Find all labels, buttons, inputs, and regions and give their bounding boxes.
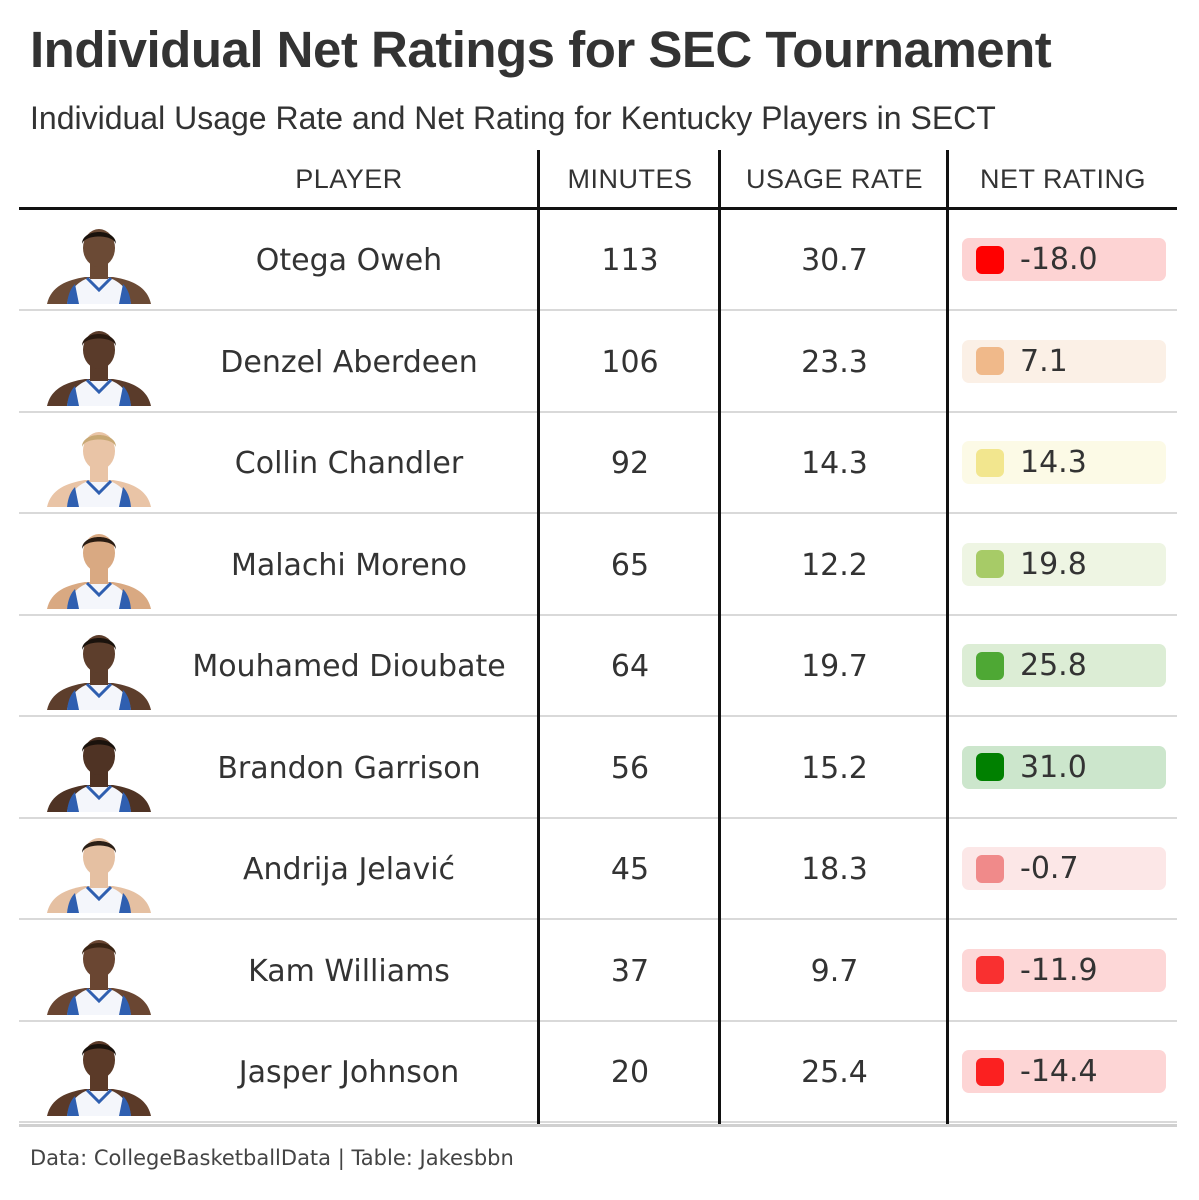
minutes-value: 113 [601,243,659,278]
player-name: Malachi Moreno [230,547,468,583]
net-rating-pill: -14.4 [962,1050,1166,1093]
player-headshot [47,432,151,507]
net-rating-pill: 14.3 [962,441,1166,484]
column-divider [946,150,949,1127]
player-headshot [47,939,151,1015]
net-rating-swatch [976,347,1004,375]
column-header-minutes: MINUTES [567,163,693,194]
net-rating-pill: 31.0 [962,745,1166,789]
chart-subtitle: Individual Usage Rate and Net Rating for… [30,100,996,136]
minutes-value: 92 [610,446,650,481]
net-rating-swatch [976,1057,1004,1086]
net-rating-value: 19.8 [1020,546,1087,582]
net-rating-value: 14.3 [1020,445,1087,480]
usage-rate-value: 12.2 [801,547,868,583]
minutes-value: 106 [601,344,659,380]
player-headshot [47,330,151,406]
table-row: Malachi Moreno 65 12.2 19.8 [19,515,1177,616]
player-name: Collin Chandler [234,446,464,481]
player-headshot [47,736,151,812]
net-rating-value: 31.0 [1020,749,1087,785]
net-rating-value: -18.0 [1020,242,1098,277]
table-row: Mouhamed Dioubate 64 19.7 25.8 [19,616,1177,717]
minutes-value: 64 [610,649,650,684]
table-row: Kam Williams 37 9.7 -11.9 [19,921,1177,1022]
source-note: Data: CollegeBasketballData | Table: Jak… [30,1146,514,1170]
net-rating-swatch [976,448,1004,477]
minutes-value: 20 [610,1055,650,1090]
column-header-net-rating: NET RATING [979,163,1146,194]
net-rating-swatch [976,651,1004,680]
header-divider [19,207,1177,210]
player-name: Brandon Garrison [217,750,481,786]
usage-rate-value: 23.3 [801,344,868,380]
table-row: Collin Chandler 92 14.3 14.3 [19,413,1177,514]
net-rating-swatch [976,956,1004,984]
table-bottom-rule [19,1124,1177,1127]
usage-rate-value: 9.7 [810,953,859,989]
player-headshot [47,1041,151,1116]
net-rating-value: -11.9 [1020,952,1098,988]
column-divider [718,150,721,1127]
player-headshot [47,838,151,913]
player-name: Mouhamed Dioubate [192,649,506,684]
usage-rate-value: 15.2 [801,750,868,786]
minutes-value: 37 [610,953,650,989]
player-name: Denzel Aberdeen [220,344,478,380]
net-rating-pill: -18.0 [962,238,1166,281]
net-rating-pill: 19.8 [962,542,1166,586]
minutes-value: 45 [610,852,650,887]
net-rating-value: -14.4 [1020,1054,1098,1089]
player-headshot [47,533,151,609]
usage-rate-value: 19.7 [801,649,868,684]
net-rating-swatch [976,550,1004,578]
net-rating-swatch [976,854,1004,883]
table-row: Denzel Aberdeen 106 23.3 7.1 [19,312,1177,413]
chart-title: Individual Net Ratings for SEC Tournamen… [30,21,1052,78]
net-rating-value: 25.8 [1020,648,1087,683]
table-row: Brandon Garrison 56 15.2 31.0 [19,718,1177,819]
net-rating-value: -0.7 [1020,851,1079,886]
net-rating-swatch [976,753,1004,781]
usage-rate-value: 18.3 [801,852,868,887]
net-rating-swatch [976,245,1004,274]
player-name: Jasper Johnson [238,1055,460,1090]
player-headshot [47,229,151,304]
player-name: Otega Oweh [255,243,443,278]
usage-rate-value: 30.7 [801,243,868,278]
table-row: Otega Oweh 113 30.7 -18.0 [19,210,1177,311]
table-row: Andrija Jelavić 45 18.3 -0.7 [19,819,1177,920]
player-headshot [47,635,151,710]
player-name: Kam Williams [248,953,450,989]
minutes-value: 56 [610,750,650,786]
player-name: Andrija Jelavić [242,852,456,887]
column-divider [537,150,540,1127]
column-header-player: PLAYER [295,163,403,194]
column-header-usage-rate: USAGE RATE [745,163,924,194]
table-row: Jasper Johnson 20 25.4 -14.4 [19,1022,1177,1123]
minutes-value: 65 [610,547,650,583]
net-rating-pill: 7.1 [962,339,1166,383]
usage-rate-value: 14.3 [801,446,868,481]
net-rating-pill: 25.8 [962,644,1166,687]
net-rating-value: 7.1 [1020,343,1068,379]
net-rating-pill: -11.9 [962,948,1166,992]
net-rating-pill: -0.7 [962,847,1166,890]
ratings-table: PLAYER MINUTES USAGE RATE NET RATING Ote… [19,150,1177,1127]
usage-rate-value: 25.4 [801,1055,868,1090]
